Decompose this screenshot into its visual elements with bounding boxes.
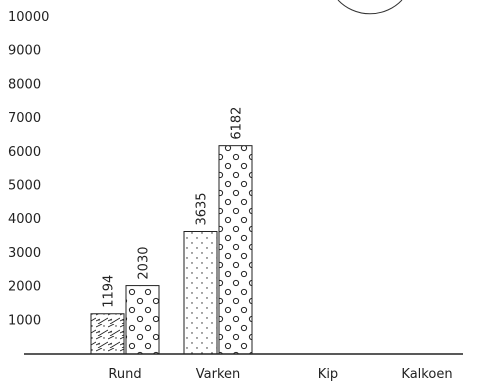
bar xyxy=(183,231,218,355)
x-tick-label: Kalkoen xyxy=(401,367,452,382)
pie-fragment-top xyxy=(337,0,403,15)
y-axis: 1000 2000 3000 4000 5000 6000 7000 8000 9000 1000… xyxy=(8,10,49,328)
y-tick-label: 1000 xyxy=(8,313,41,328)
bar-data-label: 6182 xyxy=(230,107,245,140)
y-tick-label: 5000 xyxy=(8,179,41,194)
bar-data-label: 2030 xyxy=(137,246,152,279)
bar-data-label: 3635 xyxy=(195,192,210,225)
y-tick-label: 2000 xyxy=(8,280,41,295)
y-tick-label: 9000 xyxy=(8,44,41,59)
y-tick-label: 6000 xyxy=(8,145,41,160)
x-tick-label: Kip xyxy=(318,367,338,382)
data-labels: 1194 3635 2030 6182 xyxy=(102,107,245,308)
bars xyxy=(90,145,253,355)
y-tick-label: 4000 xyxy=(8,212,41,227)
y-tick-label: 3000 xyxy=(8,246,41,261)
x-tick-label: Varken xyxy=(196,367,241,382)
y-tick-label: 7000 xyxy=(8,111,41,126)
bar-data-label: 1194 xyxy=(102,275,117,308)
bar xyxy=(218,145,253,355)
x-tick-label: Rund xyxy=(108,367,141,382)
x-axis: Rund Varken Kip Kalkoen xyxy=(108,367,452,382)
y-tick-label: 10000 xyxy=(8,10,49,25)
bar xyxy=(90,313,125,355)
y-tick-label: 8000 xyxy=(8,77,41,92)
bar xyxy=(125,285,160,355)
